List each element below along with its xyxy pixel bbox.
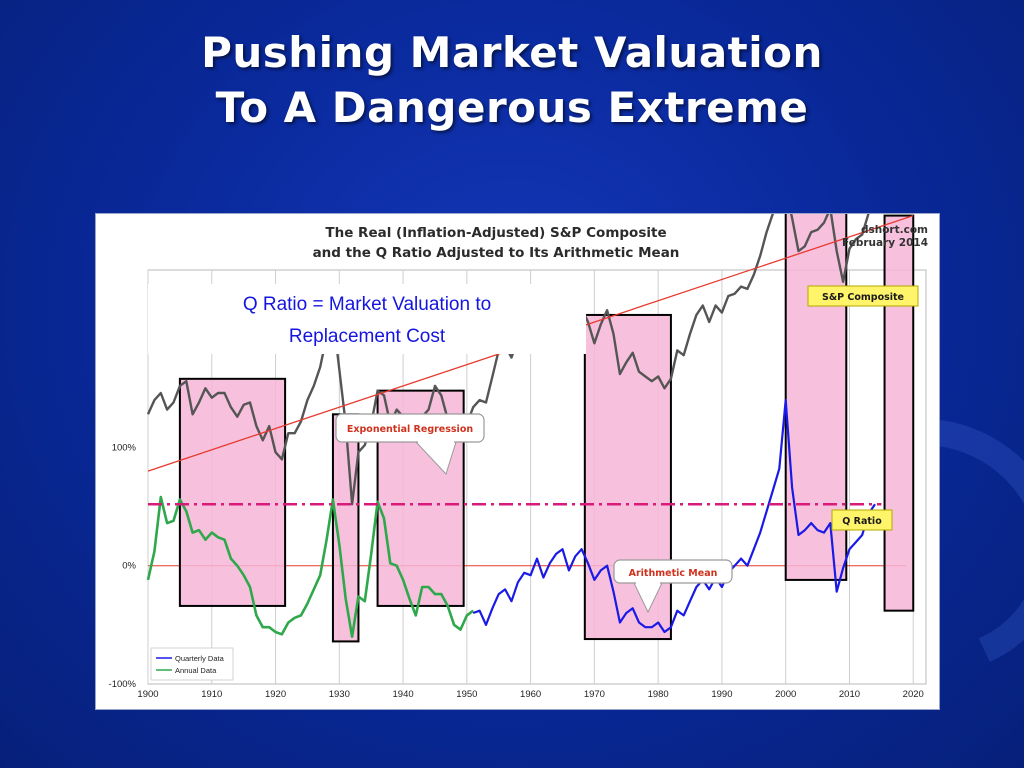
y-tick-label-1: 0% (122, 561, 136, 572)
quarterly-data-line (472, 399, 876, 634)
annual-data-line (146, 495, 474, 638)
chart-panel: 1900 1910 1920 1930 1940 1950 1960 1970 1980 1990… (95, 213, 940, 710)
highlight-box-6 (883, 214, 915, 612)
q-ratio-note-line-2: Replacement Cost (289, 326, 446, 347)
highlight-box-1 (178, 377, 287, 607)
chart-source-line-2: February 2014 (842, 237, 928, 249)
chart-title-line-1: The Real (Inflation-Adjusted) S&P Compos… (325, 225, 666, 241)
exponential-regression-callout-box (335, 413, 485, 443)
arithmetic-mean-callout-label: Arithmetic Mean (629, 568, 718, 579)
arithmetic-mean-callout: Arithmetic Mean (613, 559, 733, 614)
x-tick-label-1960: 1960 (520, 689, 541, 700)
x-tick-label-2020: 2020 (903, 689, 924, 700)
x-tick-label-1980: 1980 (648, 689, 669, 700)
slide-title-line-1: Pushing Market Valuation (201, 28, 823, 77)
legend-label-quarterly: Quarterly Data (175, 654, 225, 663)
s-p-composite-line (146, 214, 870, 506)
sp-composite-callout: S&P Composite (807, 285, 919, 307)
chart-source-line-1: dshort.com (861, 224, 928, 236)
x-tick-label-1930: 1930 (329, 689, 350, 700)
slide-title: Pushing Market Valuation To A Dangerous … (0, 26, 1024, 135)
x-tick-label-1920: 1920 (265, 689, 286, 700)
sp-composite-callout-label: S&P Composite (822, 292, 904, 303)
x-tick-label-1910: 1910 (201, 689, 222, 700)
axis-ticks: 1900 1910 1920 1930 1940 1950 1960 1970 1980 1990… (109, 442, 924, 700)
y-tick-label-0: 100% (112, 442, 137, 453)
legend-box (150, 647, 234, 681)
exponential-regression-callout-label: Exponential Regression (347, 424, 473, 435)
x-tick-label-2010: 2010 (839, 689, 860, 700)
chart-title-line-2: and the Q Ratio Adjusted to Its Arithmet… (313, 245, 680, 261)
x-tick-label-1900: 1900 (137, 689, 158, 700)
sp-composite-callout-box (807, 285, 919, 307)
q-ratio-note-line-1: Q Ratio = Market Valuation to (243, 294, 491, 315)
x-tick-label-1990: 1990 (711, 689, 732, 700)
q-ratio-callout-box (831, 509, 893, 531)
x-tick-label-1950: 1950 (456, 689, 477, 700)
chart-svg: 1900 1910 1920 1930 1940 1950 1960 1970 1980 1990… (109, 214, 928, 700)
q-ratio-callout-label: Q Ratio (842, 516, 882, 527)
x-tick-label-2000: 2000 (775, 689, 796, 700)
chart-legend: Quarterly Data Annual Data (150, 647, 234, 681)
legend-label-annual: Annual Data (175, 666, 217, 675)
q-ratio-callout: Q Ratio (831, 509, 893, 531)
x-tick-label-1970: 1970 (584, 689, 605, 700)
y-tick-label-2: -100% (109, 679, 137, 690)
exponential-regression-callout: Exponential Regression (335, 413, 485, 475)
q-ratio-note-backing (148, 284, 586, 354)
arithmetic-mean-callout-box (613, 559, 733, 584)
highlight-box-4 (583, 313, 672, 641)
x-tick-label-1940: 1940 (393, 689, 414, 700)
slide-title-line-2: To A Dangerous Extreme (215, 82, 809, 132)
